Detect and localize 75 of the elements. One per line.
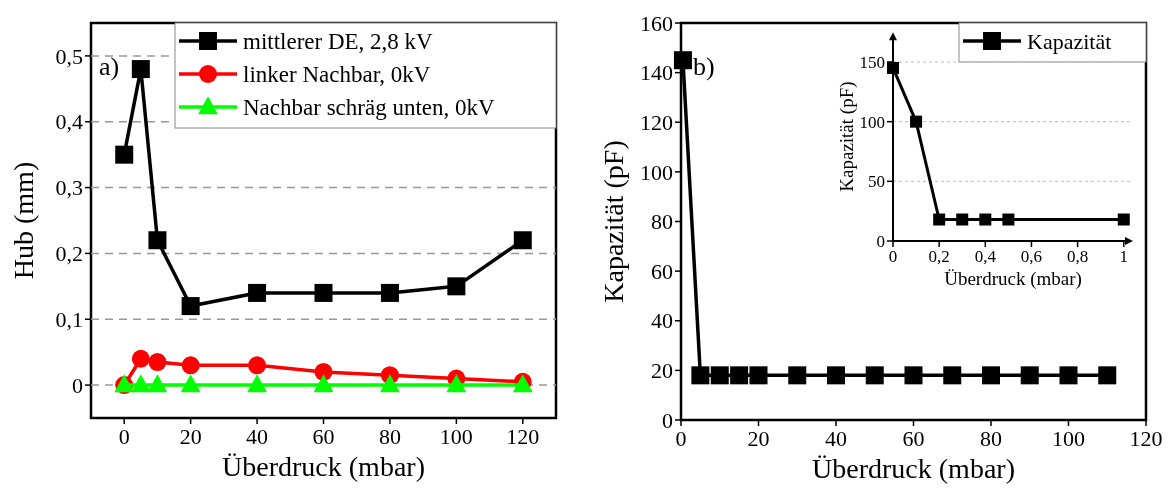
x-tick-label: 60	[902, 426, 925, 451]
x-tick-label: 100	[439, 424, 473, 449]
y-tick-label: 100	[640, 159, 673, 185]
point	[248, 283, 267, 302]
x-axis-title: Überdruck (mbar)	[944, 268, 1082, 290]
point	[380, 283, 399, 302]
x-tick-label: 20	[747, 426, 770, 451]
x-tick-label: 0,8	[1066, 247, 1089, 266]
x-tick-label: 120	[506, 424, 540, 449]
point	[181, 297, 200, 316]
y-tick-label: 0	[876, 231, 885, 251]
point	[956, 213, 969, 226]
point	[313, 374, 334, 393]
y-tick-label: 150	[859, 52, 885, 72]
legend-label: mittlerer DE, 2,8 kV	[243, 29, 434, 55]
point	[446, 374, 467, 393]
x-axis-title: Überdruck (mbar)	[812, 453, 1015, 484]
y-tick-label: 160	[640, 10, 673, 36]
point	[131, 349, 150, 368]
y-axis-title: Kapazität (pF)	[598, 140, 629, 303]
y-tick-label: 40	[651, 308, 673, 334]
x-tick-label: 60	[312, 424, 335, 449]
y-tick-label: 50	[868, 172, 885, 192]
point	[933, 213, 946, 226]
x-tick-label: 40	[825, 426, 847, 451]
legend-label: Kapazität	[1027, 28, 1112, 54]
point	[115, 145, 134, 164]
x-tick-label: 20	[179, 424, 202, 449]
y-tick-label: 140	[640, 60, 673, 86]
x-tick-label: 0,2	[928, 247, 950, 266]
annotation: a)	[99, 52, 120, 81]
x-tick-label: 120	[1129, 426, 1163, 451]
x-tick-label: 80	[980, 426, 1002, 451]
y-tick-label: 0	[662, 407, 673, 433]
y-axis-title: Kapazität (pF)	[836, 81, 858, 192]
point	[887, 61, 899, 74]
x-axis-title: Überdruck (mbar)	[222, 451, 425, 482]
y-tick-label: 100	[859, 112, 885, 132]
x-tick-label: 0,4	[974, 247, 997, 266]
point	[910, 115, 923, 128]
point	[148, 231, 167, 250]
y-tick-label: 80	[651, 209, 673, 235]
x-tick-label: 0	[118, 424, 130, 449]
x-tick-label: 0	[888, 247, 898, 266]
point	[979, 213, 992, 226]
point	[181, 356, 200, 375]
legend-label: linker Nachbar, 0kV	[243, 62, 431, 88]
point	[1002, 213, 1015, 226]
point	[180, 374, 201, 393]
point	[380, 374, 400, 393]
point	[247, 374, 267, 393]
point	[131, 60, 150, 79]
point	[513, 231, 532, 250]
point	[130, 374, 151, 393]
point	[447, 277, 466, 296]
x-tick-label: 80	[378, 424, 401, 449]
legend-label: Nachbar schräg unten, 0kV	[243, 95, 496, 121]
point	[314, 283, 333, 302]
point	[248, 356, 267, 375]
y-tick-label: 0,5	[55, 43, 83, 69]
point	[147, 374, 168, 393]
y-tick-label: 120	[640, 109, 673, 135]
x-tick-label: 40	[246, 424, 269, 449]
y-tick-label: 0	[72, 372, 83, 398]
y-tick-label: 0,3	[55, 175, 83, 201]
y-tick-label: 0,1	[55, 306, 83, 332]
point	[1117, 213, 1130, 226]
x-tick-label: 100	[1052, 426, 1085, 451]
x-tick-label: 1	[1119, 247, 1129, 266]
y-tick-label: 0,4	[55, 109, 83, 135]
annotation: b)	[693, 52, 715, 81]
point	[148, 353, 167, 372]
y-tick-label: 20	[651, 358, 673, 384]
y-axis-title: Hub (mm)	[8, 161, 39, 280]
x-tick-label: 0,6	[1020, 247, 1043, 266]
